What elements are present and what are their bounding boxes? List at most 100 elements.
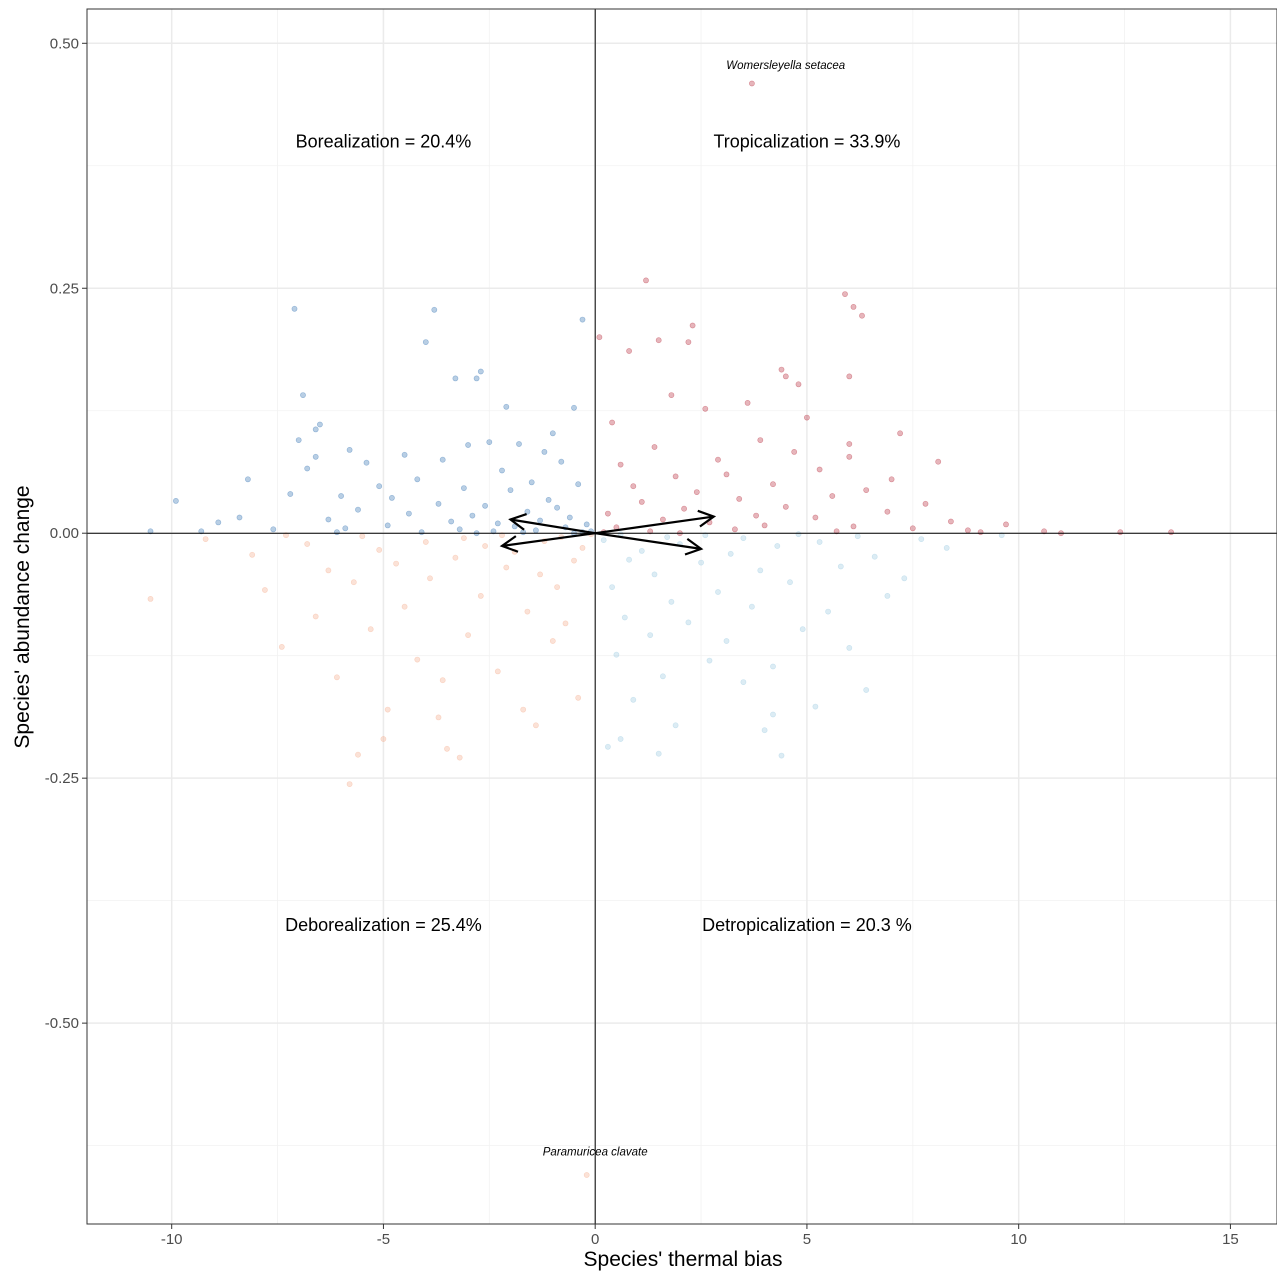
detropicalization-point — [863, 687, 870, 693]
borealization-point — [172, 497, 179, 504]
borealization-point — [575, 481, 582, 488]
data-points — [147, 80, 1174, 1178]
borealization-point — [499, 467, 505, 474]
deborealization-point — [435, 714, 442, 721]
detropicalization-point — [757, 567, 764, 574]
deborealization-point — [520, 706, 527, 713]
deborealization-point — [499, 532, 505, 539]
detropicalization-point — [651, 571, 658, 578]
borealization-point — [473, 375, 480, 382]
arrow-head — [697, 509, 717, 528]
borealization-point — [545, 496, 552, 503]
deborealization-point — [414, 656, 421, 663]
deborealization-point — [355, 751, 361, 758]
deborealization-point — [202, 536, 209, 542]
detropicalization-point — [664, 534, 671, 540]
detropicalization-point — [685, 619, 692, 626]
x-tick-label: 10 — [1010, 1231, 1027, 1248]
tropicalization-point — [681, 505, 687, 512]
arrow-head — [684, 537, 704, 556]
borealization-point — [291, 305, 298, 312]
deborealization-point — [147, 596, 154, 602]
borealization-point — [533, 527, 539, 534]
borealization-point — [198, 528, 205, 535]
tropicalization-point — [1003, 521, 1009, 528]
y-tick-label: 0.25 — [50, 280, 79, 297]
x-axis-title: Species' thermal bias — [584, 1248, 783, 1271]
deborealization-point — [359, 533, 366, 540]
borealization-point — [579, 316, 586, 323]
x-tick-label: 0 — [591, 1231, 599, 1248]
arrow-shaft — [595, 532, 702, 550]
borealization-point — [295, 437, 302, 443]
deborealization-point — [452, 554, 459, 561]
detropicalization-point — [837, 563, 844, 570]
deborealization-point — [533, 722, 539, 729]
deborealization-point — [376, 547, 383, 553]
detropicalization-point — [825, 608, 831, 615]
borealization-point — [316, 421, 323, 428]
tropicalization-point — [922, 500, 929, 507]
borealization-point — [342, 525, 349, 532]
deborealization-point — [380, 736, 387, 742]
tropicalization-point — [782, 373, 789, 380]
tropicalization-point — [782, 503, 789, 510]
deborealization-point — [312, 613, 319, 620]
tropicalization-point — [850, 303, 857, 310]
detropicalization-point — [727, 550, 734, 557]
tropicalization-point — [655, 337, 662, 344]
detropicalization-point — [770, 663, 776, 670]
tropicalization-point — [795, 381, 802, 388]
deborealization-point — [549, 638, 556, 644]
plot-panel-border — [86, 8, 1277, 1225]
deborealization-point — [304, 541, 311, 547]
borealization-point — [448, 518, 455, 525]
tropicalization-point — [732, 526, 738, 533]
tropicalization-point — [651, 444, 658, 450]
tropicalization-point — [685, 339, 692, 345]
detropicalization-point — [660, 673, 666, 680]
tropicalization-point — [859, 312, 865, 319]
tropicalization-point — [965, 527, 971, 534]
detropicalization-point — [617, 736, 624, 742]
detropicalization-point — [799, 626, 806, 633]
arrow-shaft — [510, 518, 596, 535]
tropicalization-point — [884, 508, 891, 515]
tropicalization-point — [846, 373, 853, 380]
tropicalization-point — [829, 493, 836, 499]
species-labels: Womersleyella setacea Paramuricea clavate — [543, 60, 845, 1159]
tropicalization-point — [1168, 529, 1174, 536]
borealization-point — [456, 526, 463, 533]
borealization-point — [405, 510, 412, 517]
tropicalization-point — [643, 277, 649, 284]
borealization-point — [537, 517, 543, 524]
quadrant-label: Detropicalization = 20.3 % — [702, 915, 912, 935]
tropicalization-point — [753, 512, 759, 519]
tropicalization-point — [596, 334, 603, 341]
detropicalization-point — [655, 750, 662, 757]
quadrant-labels: Borealization = 20.4% Tropicalization = 3… — [285, 131, 912, 935]
tropicalization-point — [749, 80, 755, 87]
tropicalization-point — [702, 405, 709, 412]
detropicalization-point — [605, 743, 611, 750]
borealization-point — [287, 491, 294, 497]
borealization-point — [147, 528, 154, 535]
arrow-shaft — [501, 532, 596, 548]
tropicalization-point — [977, 529, 984, 536]
tropicalization-point — [888, 476, 895, 483]
tropicalization-point — [617, 461, 624, 468]
tropicalization-point — [757, 437, 764, 443]
borealization-point — [482, 502, 488, 509]
x-tick-label: -10 — [161, 1231, 183, 1248]
detropicalization-point — [774, 543, 781, 549]
detropicalization-point — [600, 537, 607, 543]
borealization-point — [355, 506, 361, 513]
deborealization-point — [575, 694, 582, 701]
borealization-point — [244, 476, 251, 483]
y-tick-label: 0.00 — [50, 525, 79, 542]
detropicalization-point — [871, 553, 878, 560]
tropicalization-point — [770, 481, 776, 488]
detropicalization-point — [723, 638, 730, 644]
tropicalization-point — [744, 399, 751, 406]
